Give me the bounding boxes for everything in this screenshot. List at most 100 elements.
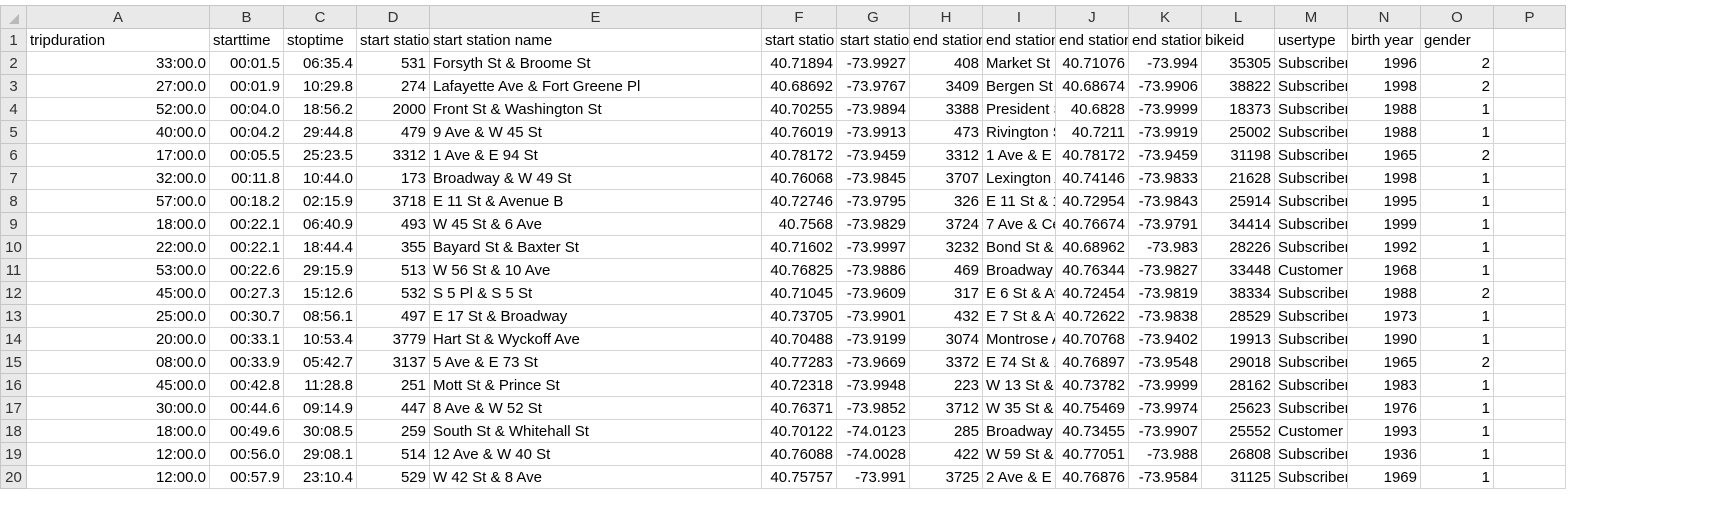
cell-c[interactable]: 10:29.8 <box>283 74 357 98</box>
cell-n[interactable]: 1996 <box>1347 51 1421 75</box>
cell-e[interactable]: W 42 St & 8 Ave <box>429 465 762 489</box>
cell-d[interactable]: 274 <box>356 74 430 98</box>
cell-o[interactable]: 1 <box>1420 258 1494 282</box>
column-header-c[interactable]: C <box>283 5 357 29</box>
cell-g[interactable]: -73.9795 <box>836 189 910 213</box>
cell-e[interactable]: 1 Ave & E 94 St <box>429 143 762 167</box>
cell-f[interactable]: 40.76019 <box>761 120 837 144</box>
cell-j[interactable]: 40.72954 <box>1055 189 1129 213</box>
cell-d[interactable]: 3312 <box>356 143 430 167</box>
row-header[interactable]: 6 <box>0 143 27 167</box>
cell-d[interactable]: 3718 <box>356 189 430 213</box>
row-header[interactable]: 4 <box>0 97 27 121</box>
cell-h[interactable]: 223 <box>909 373 983 397</box>
cell-a[interactable]: 18:00.0 <box>26 419 210 443</box>
cell-g[interactable]: -73.9886 <box>836 258 910 282</box>
cell-m[interactable]: Subscriber <box>1274 212 1348 236</box>
cell-m[interactable]: usertype <box>1274 28 1348 52</box>
row-header[interactable]: 3 <box>0 74 27 98</box>
cell-a[interactable]: 53:00.0 <box>26 258 210 282</box>
column-header-b[interactable]: B <box>209 5 284 29</box>
cell-g[interactable]: -73.9852 <box>836 396 910 420</box>
cell-c[interactable]: 29:15.9 <box>283 258 357 282</box>
cell-p[interactable] <box>1493 212 1566 236</box>
cell-a[interactable]: 12:00.0 <box>26 442 210 466</box>
cell-e[interactable]: E 17 St & Broadway <box>429 304 762 328</box>
cell-l[interactable]: 19913 <box>1201 327 1275 351</box>
cell-h[interactable]: 422 <box>909 442 983 466</box>
cell-f[interactable]: 40.78172 <box>761 143 837 167</box>
cell-b[interactable]: starttime <box>209 28 284 52</box>
cell-l[interactable]: 31125 <box>1201 465 1275 489</box>
cell-b[interactable]: 00:22.1 <box>209 212 284 236</box>
cell-d[interactable]: 355 <box>356 235 430 259</box>
cell-h[interactable]: 3725 <box>909 465 983 489</box>
cell-i[interactable]: 2 Ave & E 1 <box>982 465 1056 489</box>
cell-f[interactable]: 40.7568 <box>761 212 837 236</box>
cell-p[interactable] <box>1493 465 1566 489</box>
cell-f[interactable]: 40.76825 <box>761 258 837 282</box>
cell-l[interactable]: 25552 <box>1201 419 1275 443</box>
cell-o[interactable]: 2 <box>1420 143 1494 167</box>
row-header[interactable]: 7 <box>0 166 27 190</box>
cell-a[interactable]: 08:00.0 <box>26 350 210 374</box>
cell-j[interactable]: 40.73455 <box>1055 419 1129 443</box>
select-all-corner[interactable] <box>0 5 27 29</box>
cell-p[interactable] <box>1493 281 1566 305</box>
cell-i[interactable]: Broadway <box>982 258 1056 282</box>
cell-m[interactable]: Subscriber <box>1274 442 1348 466</box>
cell-d[interactable]: start statio <box>356 28 430 52</box>
column-header-k[interactable]: K <box>1128 5 1202 29</box>
cell-c[interactable]: 29:44.8 <box>283 120 357 144</box>
cell-n[interactable]: 1999 <box>1347 212 1421 236</box>
cell-k[interactable]: -73.9999 <box>1128 97 1202 121</box>
cell-j[interactable]: 40.76897 <box>1055 350 1129 374</box>
cell-m[interactable]: Subscriber <box>1274 373 1348 397</box>
cell-c[interactable]: 30:08.5 <box>283 419 357 443</box>
cell-b[interactable]: 00:33.1 <box>209 327 284 351</box>
cell-k[interactable]: -73.9833 <box>1128 166 1202 190</box>
cell-b[interactable]: 00:49.6 <box>209 419 284 443</box>
cell-f[interactable]: 40.76371 <box>761 396 837 420</box>
row-header[interactable]: 1 <box>0 28 27 52</box>
cell-f[interactable]: 40.73705 <box>761 304 837 328</box>
cell-e[interactable]: Lafayette Ave & Fort Greene Pl <box>429 74 762 98</box>
cell-n[interactable]: 1988 <box>1347 120 1421 144</box>
cell-n[interactable]: 1992 <box>1347 235 1421 259</box>
cell-c[interactable]: 06:40.9 <box>283 212 357 236</box>
cell-l[interactable]: 28529 <box>1201 304 1275 328</box>
cell-k[interactable]: -73.994 <box>1128 51 1202 75</box>
cell-f[interactable]: 40.77283 <box>761 350 837 374</box>
cell-g[interactable]: -74.0028 <box>836 442 910 466</box>
cell-n[interactable]: 1965 <box>1347 143 1421 167</box>
cell-k[interactable]: -73.9838 <box>1128 304 1202 328</box>
cell-a[interactable]: 30:00.0 <box>26 396 210 420</box>
cell-p[interactable] <box>1493 304 1566 328</box>
cell-j[interactable]: 40.76344 <box>1055 258 1129 282</box>
cell-l[interactable]: 21628 <box>1201 166 1275 190</box>
cell-a[interactable]: 12:00.0 <box>26 465 210 489</box>
cell-m[interactable]: Subscriber <box>1274 327 1348 351</box>
cell-c[interactable]: 06:35.4 <box>283 51 357 75</box>
row-header[interactable]: 2 <box>0 51 27 75</box>
cell-a[interactable]: 45:00.0 <box>26 373 210 397</box>
cell-o[interactable]: 2 <box>1420 51 1494 75</box>
cell-i[interactable]: Bergen St & <box>982 74 1056 98</box>
cell-i[interactable]: end station <box>982 28 1056 52</box>
cell-d[interactable]: 513 <box>356 258 430 282</box>
cell-i[interactable]: E 7 St & Av <box>982 304 1056 328</box>
cell-g[interactable]: -73.9913 <box>836 120 910 144</box>
cell-a[interactable]: 18:00.0 <box>26 212 210 236</box>
cell-l[interactable]: 34414 <box>1201 212 1275 236</box>
cell-f[interactable]: 40.75757 <box>761 465 837 489</box>
cell-c[interactable]: 18:44.4 <box>283 235 357 259</box>
cell-e[interactable]: W 56 St & 10 Ave <box>429 258 762 282</box>
cell-k[interactable]: -73.9459 <box>1128 143 1202 167</box>
cell-b[interactable]: 00:11.8 <box>209 166 284 190</box>
cell-e[interactable]: 12 Ave & W 40 St <box>429 442 762 466</box>
cell-c[interactable]: 05:42.7 <box>283 350 357 374</box>
cell-c[interactable]: 18:56.2 <box>283 97 357 121</box>
cell-n[interactable]: 1993 <box>1347 419 1421 443</box>
cell-e[interactable]: W 45 St & 6 Ave <box>429 212 762 236</box>
